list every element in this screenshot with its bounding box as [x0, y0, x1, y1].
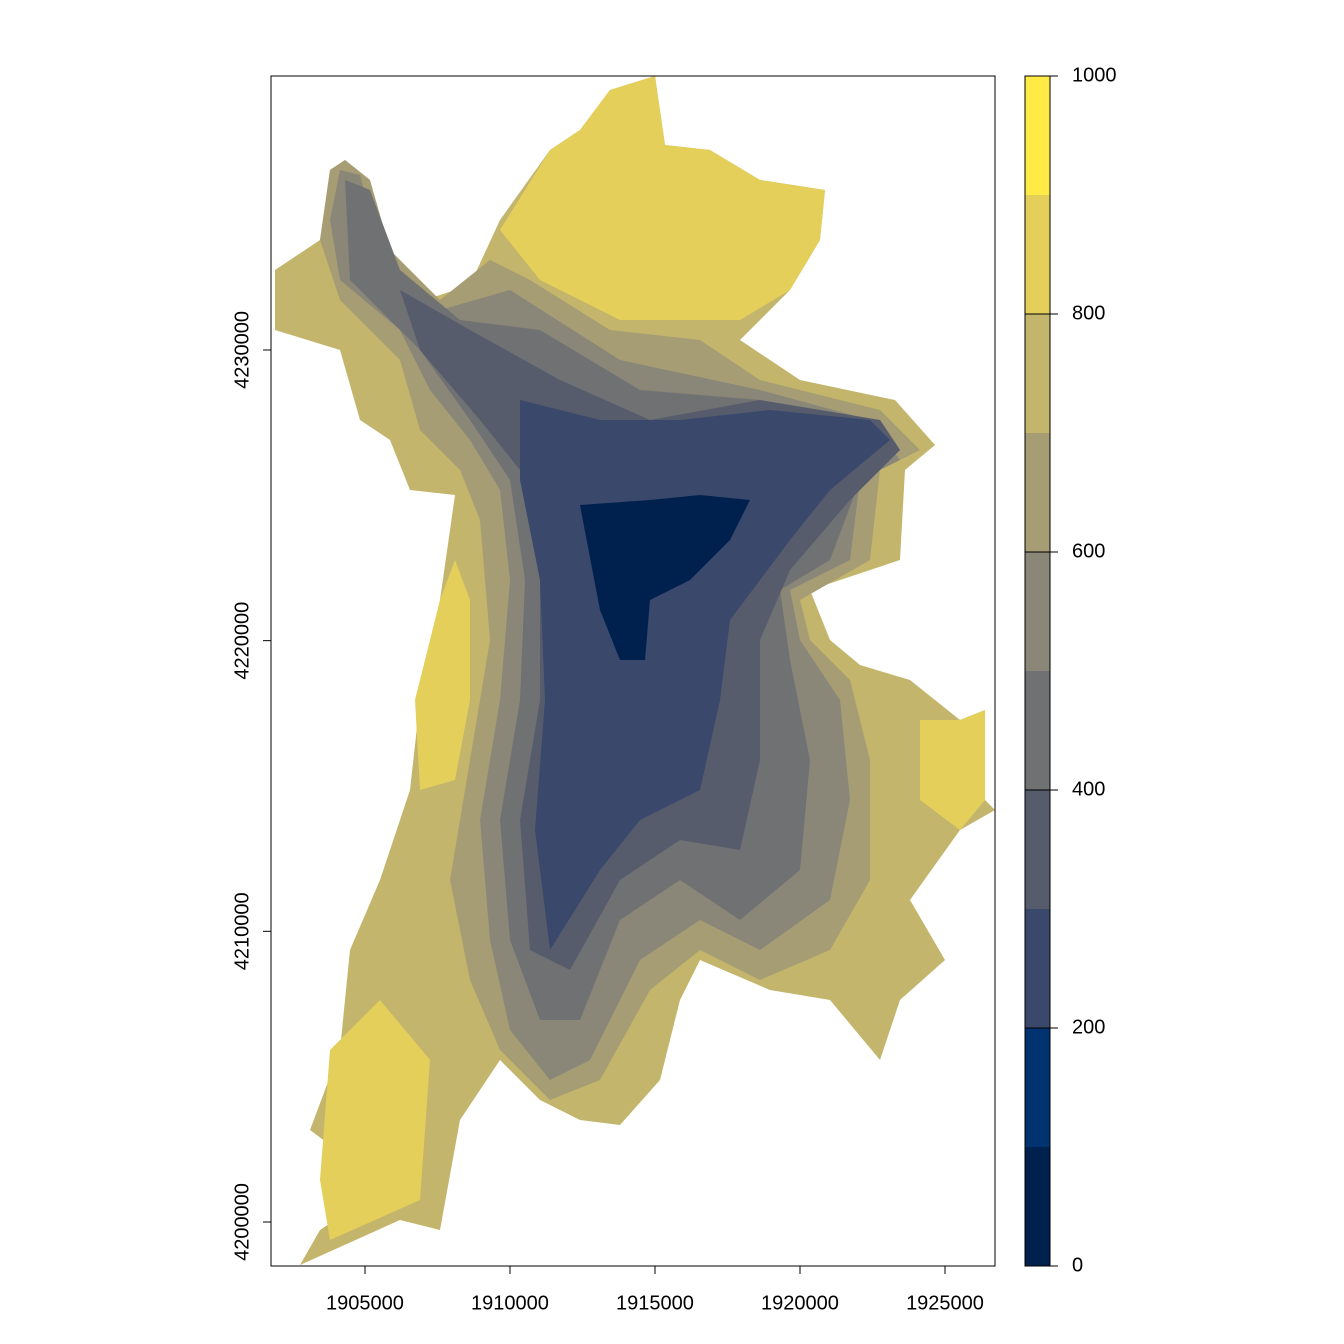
y-tick-label: 4210000 — [231, 892, 253, 970]
legend-tick-label: 1000 — [1072, 64, 1117, 86]
raster — [275, 76, 995, 1265]
legend-tick-label: 200 — [1072, 1016, 1105, 1038]
y-tick-label: 4220000 — [231, 602, 253, 680]
y-tick-label: 4200000 — [231, 1183, 253, 1261]
x-tick-label: 1915000 — [616, 1292, 694, 1314]
legend-swatch — [1025, 552, 1050, 671]
raster-zone — [415, 560, 470, 790]
legend-swatch — [1025, 433, 1050, 552]
legend-tick-label: 0 — [1072, 1254, 1083, 1276]
raster-zone — [320, 1000, 430, 1240]
legend-tick-label: 600 — [1072, 540, 1105, 562]
legend-swatch — [1025, 314, 1050, 433]
legend-tick-label: 400 — [1072, 778, 1105, 800]
legend-swatch — [1025, 195, 1050, 314]
x-tick-label: 1925000 — [906, 1292, 984, 1314]
x-tick-label: 1920000 — [761, 1292, 839, 1314]
legend-swatch — [1025, 1028, 1050, 1147]
legend-tick-label: 800 — [1072, 302, 1105, 324]
raster-zone — [580, 495, 750, 660]
legend-swatch — [1025, 790, 1050, 909]
legend-swatch — [1025, 671, 1050, 790]
y-tick-label: 4230000 — [231, 311, 253, 389]
legend-swatch — [1025, 76, 1050, 195]
legend-swatch — [1025, 1147, 1050, 1266]
raster-zone — [500, 76, 825, 320]
plot-frame — [270, 75, 996, 1267]
x-tick-label: 1905000 — [326, 1292, 404, 1314]
legend-swatch — [1025, 909, 1050, 1028]
raster-zone — [920, 710, 985, 830]
x-tick-label: 1910000 — [471, 1292, 549, 1314]
axes: 1905000 1910000 1915000 1920000 1925000 42000… — [231, 64, 1116, 1314]
